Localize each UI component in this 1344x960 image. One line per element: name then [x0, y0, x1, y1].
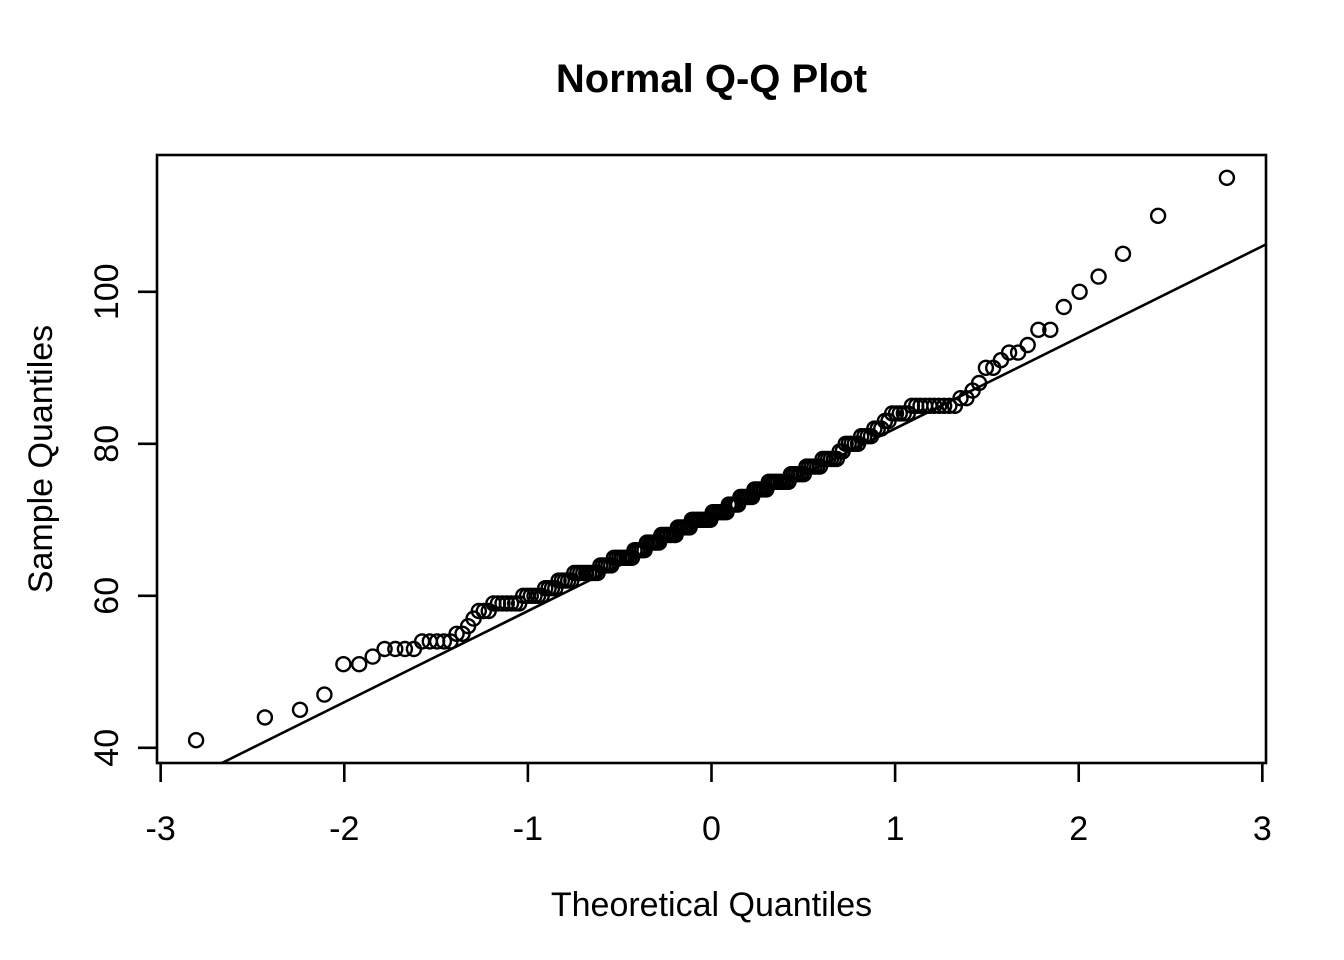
- x-tick-label: 1: [886, 810, 905, 848]
- y-tick-label: 80: [88, 425, 126, 463]
- x-tick-label: 0: [702, 810, 721, 848]
- data-point: [335, 656, 352, 673]
- data-point: [291, 701, 309, 718]
- data-point: [1149, 207, 1167, 225]
- data-point: [936, 397, 953, 414]
- x-tick-label: 2: [1069, 810, 1088, 848]
- plot-box: [155, 153, 1268, 765]
- data-point: [498, 595, 515, 612]
- data-point: [470, 602, 487, 620]
- data-point: [1042, 321, 1059, 338]
- data-point: [1090, 268, 1107, 285]
- data-point: [376, 640, 393, 658]
- data-point: [256, 709, 274, 726]
- y-tick-label: 40: [88, 729, 126, 767]
- data-point: [931, 397, 948, 414]
- data-point: [494, 595, 511, 612]
- data-point: [1030, 321, 1047, 338]
- data-point: [1000, 344, 1018, 361]
- data-point: [187, 732, 205, 749]
- data-point: [396, 640, 414, 658]
- data-point: [1055, 298, 1073, 316]
- data-point: [387, 640, 404, 658]
- data-point: [952, 390, 969, 407]
- data-point: [1071, 283, 1088, 300]
- y-tick-label: 100: [88, 263, 126, 320]
- x-axis-label: Theoretical Quantiles: [551, 886, 872, 924]
- data-point: [970, 374, 988, 392]
- x-tick-label: -3: [146, 810, 176, 848]
- data-point: [1019, 336, 1036, 354]
- plot-area: -3 -2 -1 0 1 2 3 40 60 80 100: [88, 153, 1272, 848]
- y-tick-label: 60: [88, 577, 126, 615]
- data-point: [316, 686, 333, 703]
- chart-title: Normal Q-Q Plot: [556, 57, 867, 101]
- data-point: [1114, 245, 1132, 263]
- x-tick-label: 3: [1253, 810, 1272, 848]
- data-point: [448, 625, 465, 642]
- x-tick-label: -1: [513, 810, 543, 848]
- data-point: [977, 359, 995, 376]
- data-point: [405, 640, 423, 658]
- x-tick-label: -2: [329, 810, 359, 848]
- data-point: [1009, 344, 1027, 361]
- data-point: [1218, 169, 1236, 187]
- data-point: [351, 656, 368, 673]
- data-point: [435, 633, 453, 650]
- data-point: [941, 397, 958, 414]
- y-axis-label: Sample Quantiles: [22, 325, 60, 593]
- data-point: [364, 648, 381, 665]
